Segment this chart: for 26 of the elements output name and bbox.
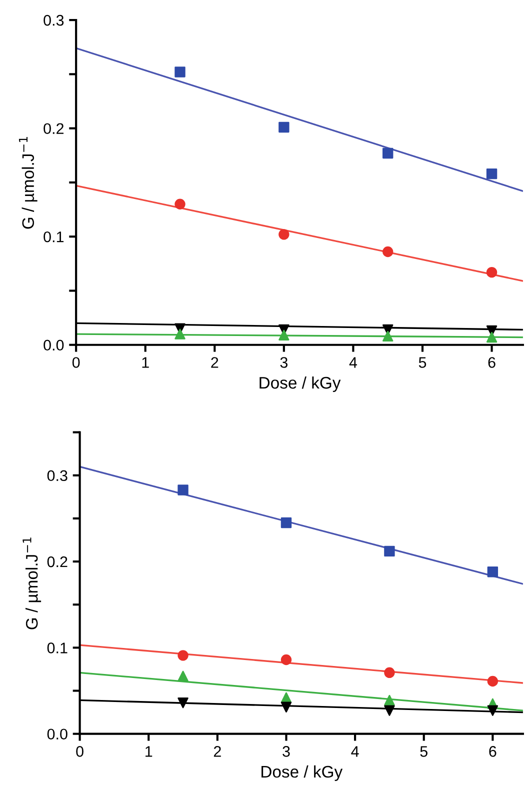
y-tick-label: 0.2 xyxy=(44,123,64,134)
y-axis-title: G / µmol.J$^{−1}$ xyxy=(22,538,42,630)
x-tick-label: 5 xyxy=(418,357,426,368)
x-axis-title: Dose / kGy xyxy=(260,376,341,392)
y-tick-label: 0.3 xyxy=(44,14,64,26)
x-tick-label: 5 xyxy=(420,746,428,757)
x-tick-label: 4 xyxy=(349,357,358,368)
x-tick-label: 1 xyxy=(146,746,152,757)
x-tick-label: 2 xyxy=(214,746,221,757)
y-tick-label: 0.1 xyxy=(47,642,68,654)
x-tick-label: 6 xyxy=(489,746,496,757)
x-tick-label: 4 xyxy=(351,746,359,757)
y-tick-label: 0.2 xyxy=(47,556,68,568)
y-tick-label: 0.0 xyxy=(44,340,64,351)
y-tick-label: 0.3 xyxy=(47,470,68,482)
y-axis-title: G / µmol.J$^{−1}$ xyxy=(18,136,38,229)
x-tick-label: 0 xyxy=(76,746,84,757)
x-tick-label: 1 xyxy=(142,357,149,368)
y-tick-label: 0.0 xyxy=(47,728,68,740)
x-tick-label: 0 xyxy=(72,357,80,368)
x-tick-label: 6 xyxy=(488,357,496,368)
x-tick-label: 3 xyxy=(282,746,290,757)
x-tick-label: 3 xyxy=(280,357,288,368)
x-tick-label: 2 xyxy=(211,357,218,368)
x-axis-title: Dose / kGy xyxy=(262,765,343,781)
y-tick-label: 0.1 xyxy=(44,231,64,242)
